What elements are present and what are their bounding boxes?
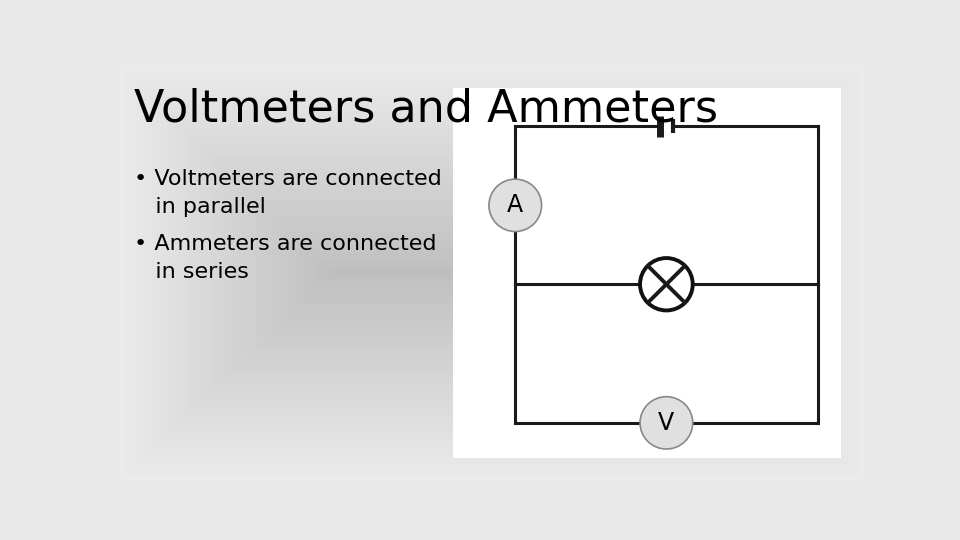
Bar	[185, 130, 799, 416]
Bar	[301, 245, 683, 300]
Bar	[169, 113, 815, 432]
Bar	[163, 108, 821, 437]
Text: Voltmeters and Ammeters: Voltmeters and Ammeters	[134, 88, 718, 131]
Text: • Ammeters are connected
   in series: • Ammeters are connected in series	[134, 234, 437, 282]
Bar	[188, 132, 796, 413]
Bar	[307, 251, 677, 295]
Bar	[248, 192, 736, 354]
Bar	[215, 159, 769, 386]
Bar	[202, 146, 782, 400]
Bar	[334, 268, 650, 278]
Bar	[255, 200, 729, 346]
Bar	[297, 240, 687, 306]
Bar	[264, 208, 720, 338]
Bar	[193, 138, 791, 408]
Bar	[326, 269, 658, 276]
Bar	[209, 154, 775, 392]
Bar	[226, 170, 758, 375]
Bar	[275, 218, 709, 327]
Bar	[221, 165, 763, 381]
Bar	[172, 116, 812, 429]
Bar	[196, 140, 788, 405]
Bar	[182, 127, 802, 418]
Bar	[283, 226, 701, 319]
Bar	[269, 213, 715, 333]
Bar	[231, 176, 753, 370]
Bar	[313, 256, 671, 289]
Text: V: V	[659, 411, 675, 435]
Bar	[180, 124, 804, 421]
Bar	[304, 248, 680, 298]
Bar	[228, 173, 756, 373]
Bar	[236, 181, 748, 364]
Bar	[153, 97, 831, 448]
Bar	[277, 221, 707, 325]
Bar	[234, 178, 750, 367]
Text: A: A	[507, 193, 523, 217]
Bar	[190, 135, 794, 410]
Bar	[147, 92, 837, 454]
Bar	[258, 202, 726, 343]
Bar	[261, 205, 723, 340]
Bar	[223, 167, 761, 378]
Bar	[331, 271, 653, 275]
Bar	[160, 105, 824, 440]
Bar	[291, 234, 693, 311]
Bar	[144, 89, 840, 456]
Bar	[150, 94, 834, 451]
Bar	[142, 86, 842, 459]
Bar	[321, 264, 663, 281]
Bar	[218, 162, 766, 383]
Bar	[245, 189, 739, 356]
Bar	[453, 88, 841, 457]
Bar	[285, 229, 699, 316]
Bar	[251, 194, 733, 351]
Bar	[206, 151, 778, 394]
Bar	[212, 157, 772, 389]
Bar	[166, 111, 818, 435]
Bar	[199, 143, 785, 402]
Bar	[158, 103, 826, 443]
Bar	[329, 272, 655, 273]
Bar	[288, 232, 696, 314]
Bar	[175, 119, 809, 427]
Bar	[204, 148, 780, 397]
Circle shape	[640, 258, 693, 310]
Bar	[156, 100, 828, 446]
Bar	[315, 259, 669, 287]
Bar	[239, 184, 745, 362]
Bar	[267, 210, 717, 335]
Circle shape	[640, 397, 693, 449]
Bar	[177, 122, 807, 424]
Bar	[242, 186, 742, 359]
Circle shape	[489, 179, 541, 232]
Bar	[280, 224, 704, 322]
Text: • Voltmeters are connected
   in parallel: • Voltmeters are connected in parallel	[134, 168, 442, 217]
Bar	[294, 237, 690, 308]
Bar	[252, 197, 732, 348]
Bar	[318, 261, 666, 284]
Bar	[299, 242, 685, 303]
Bar	[310, 253, 674, 292]
Bar	[324, 267, 660, 279]
Bar	[272, 215, 712, 330]
